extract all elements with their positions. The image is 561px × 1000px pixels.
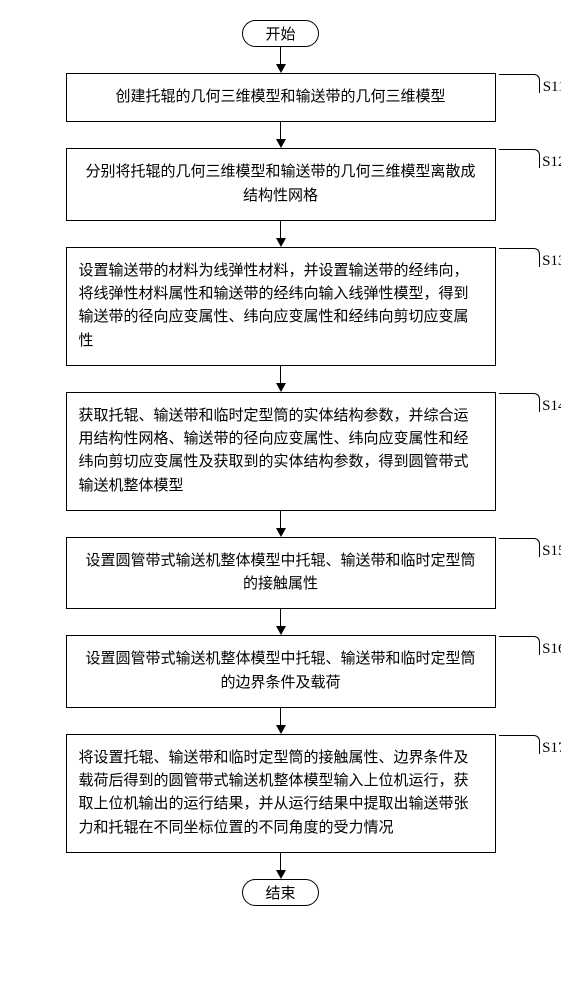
step-label: S17 [542, 740, 561, 757]
arrow [276, 122, 286, 148]
step-box: 获取托辊、输送带和临时定型筒的实体结构参数，并综合运用结构性网格、输送带的径向应… [66, 392, 496, 511]
step-text: 将设置托辊、输送带和临时定型筒的接触属性、边界条件及载荷后得到的圆管带式输送机整… [79, 750, 469, 836]
step-box: 创建托辊的几何三维模型和输送带的几何三维模型 [66, 73, 496, 122]
connector-line [499, 636, 540, 655]
step-label: S13 [542, 253, 561, 270]
terminal-start: 开始 [242, 20, 318, 47]
step-text: 获取托辊、输送带和临时定型筒的实体结构参数，并综合运用结构性网格、输送带的径向应… [79, 408, 469, 494]
arrow [276, 366, 286, 392]
arrow [276, 708, 286, 734]
step-s15: 设置圆管带式输送机整体模型中托辊、输送带和临时定型筒的接触属性 S15 [66, 537, 496, 610]
flowchart-container: 开始 创建托辊的几何三维模型和输送带的几何三维模型 S11 分别将托辊的几何三维… [10, 20, 551, 906]
step-s11: 创建托辊的几何三维模型和输送带的几何三维模型 S11 [66, 73, 496, 122]
arrow [276, 47, 286, 73]
step-label: S16 [542, 641, 561, 658]
step-label: S15 [542, 543, 561, 560]
step-s13: 设置输送带的材料为线弹性材料，并设置输送带的经纬向，将线弹性材料属性和输送带的经… [66, 247, 496, 366]
arrow [276, 609, 286, 635]
step-s16: 设置圆管带式输送机整体模型中托辊、输送带和临时定型筒的边界条件及载荷 S16 [66, 635, 496, 708]
step-text: 创建托辊的几何三维模型和输送带的几何三维模型 [115, 89, 445, 105]
step-label: S11 [543, 79, 561, 96]
step-box: 设置圆管带式输送机整体模型中托辊、输送带和临时定型筒的接触属性 [66, 537, 496, 610]
step-box: 设置输送带的材料为线弹性材料，并设置输送带的经纬向，将线弹性材料属性和输送带的经… [66, 247, 496, 366]
step-s14: 获取托辊、输送带和临时定型筒的实体结构参数，并综合运用结构性网格、输送带的径向应… [66, 392, 496, 511]
step-box: 将设置托辊、输送带和临时定型筒的接触属性、边界条件及载荷后得到的圆管带式输送机整… [66, 734, 496, 853]
connector-line [499, 248, 540, 267]
step-text: 设置圆管带式输送机整体模型中托辊、输送带和临时定型筒的边界条件及载荷 [85, 651, 475, 690]
connector-line [499, 735, 540, 754]
arrow [276, 853, 286, 879]
connector-line [499, 393, 540, 412]
step-text: 设置圆管带式输送机整体模型中托辊、输送带和临时定型筒的接触属性 [85, 553, 475, 592]
connector-line [499, 538, 540, 557]
connector-line [499, 149, 540, 168]
step-s17: 将设置托辊、输送带和临时定型筒的接触属性、边界条件及载荷后得到的圆管带式输送机整… [66, 734, 496, 853]
step-s12: 分别将托辊的几何三维模型和输送带的几何三维模型离散成结构性网格 S12 [66, 148, 496, 221]
step-label: S12 [542, 154, 561, 171]
connector-line [499, 74, 540, 93]
arrow [276, 511, 286, 537]
step-box: 设置圆管带式输送机整体模型中托辊、输送带和临时定型筒的边界条件及载荷 [66, 635, 496, 708]
terminal-end: 结束 [242, 879, 318, 906]
step-text: 分别将托辊的几何三维模型和输送带的几何三维模型离散成结构性网格 [85, 164, 475, 203]
step-text: 设置输送带的材料为线弹性材料，并设置输送带的经纬向，将线弹性材料属性和输送带的经… [79, 263, 469, 349]
arrow [276, 221, 286, 247]
step-label: S14 [542, 398, 561, 415]
step-box: 分别将托辊的几何三维模型和输送带的几何三维模型离散成结构性网格 [66, 148, 496, 221]
